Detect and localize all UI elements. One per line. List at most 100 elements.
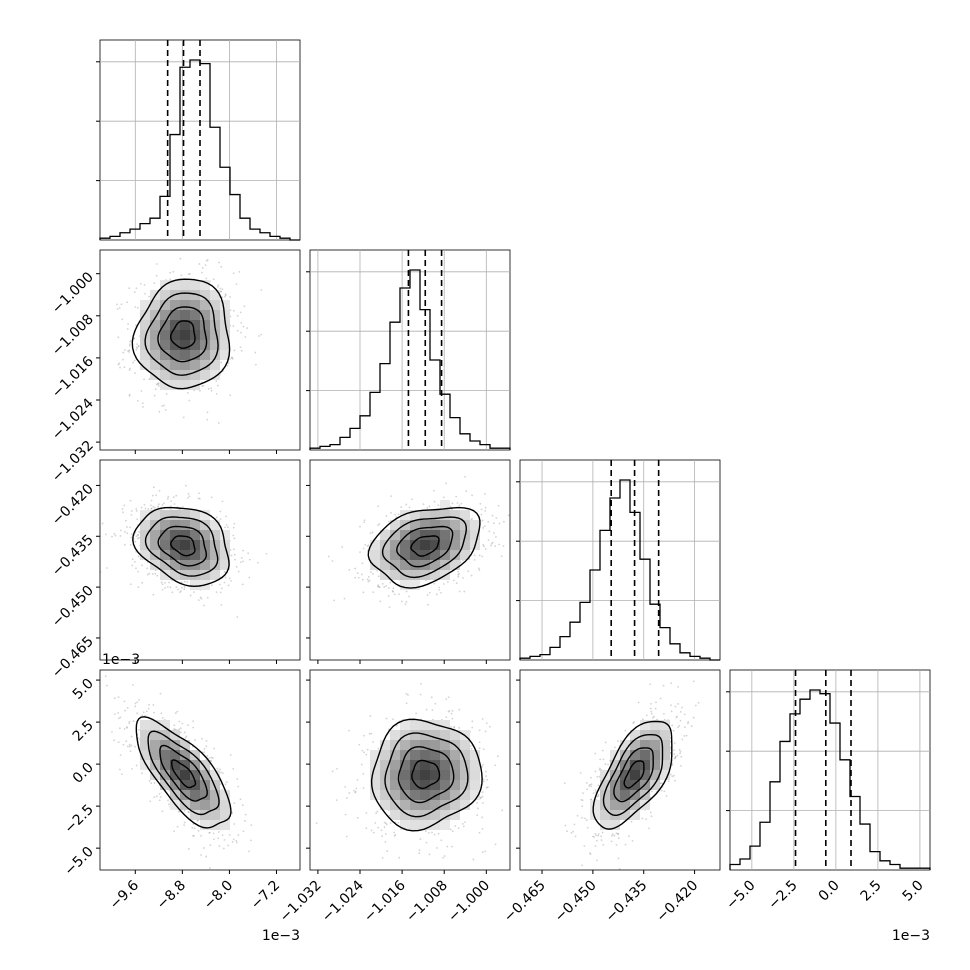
scatter-point xyxy=(239,311,242,314)
scatter-point xyxy=(221,500,224,503)
scatter-point xyxy=(484,510,487,512)
density-cell xyxy=(140,530,150,540)
pair-panel-1-2 xyxy=(306,459,511,664)
scatter-point xyxy=(160,508,163,511)
scatter-point xyxy=(498,522,501,525)
scatter-point xyxy=(411,498,413,501)
scatter-point xyxy=(513,753,515,755)
scatter-point xyxy=(361,749,364,752)
scatter-point xyxy=(177,588,179,591)
density-cell xyxy=(440,730,450,740)
scatter-point xyxy=(440,839,443,842)
scatter-point xyxy=(377,747,380,750)
density-cell xyxy=(140,520,150,530)
density-cell xyxy=(430,820,440,830)
scatter-point xyxy=(113,697,116,700)
scatter-point xyxy=(482,527,485,529)
scatter-point xyxy=(419,693,422,696)
scatter-point xyxy=(366,578,369,581)
scatter-point xyxy=(206,596,209,599)
scatter-point xyxy=(137,586,140,589)
density-cell xyxy=(210,310,220,320)
scatter-point xyxy=(464,475,467,478)
density-cell xyxy=(190,320,200,330)
density-cell xyxy=(450,560,460,570)
density-cell xyxy=(450,520,460,530)
density-cell xyxy=(420,540,430,550)
scatter-point xyxy=(229,309,232,312)
density-cell xyxy=(170,340,180,350)
density-cell xyxy=(200,560,210,570)
scatter-point xyxy=(228,834,231,836)
contour-line xyxy=(370,718,483,832)
density-cell xyxy=(200,290,210,300)
scatter-point xyxy=(388,587,390,589)
density-cell xyxy=(220,330,230,340)
scatter-point xyxy=(220,603,223,606)
scatter-point xyxy=(393,834,396,837)
density-cell xyxy=(190,570,200,580)
scatter-point xyxy=(127,350,129,352)
scatter-point xyxy=(130,735,133,738)
density-cell xyxy=(390,730,400,740)
density-cell xyxy=(170,370,180,380)
scatter-point xyxy=(202,847,205,849)
scatter-point xyxy=(452,579,455,582)
density-cell xyxy=(470,750,480,760)
scatter-point xyxy=(484,850,487,853)
density-cell xyxy=(150,510,160,520)
scatter-point xyxy=(384,833,387,835)
density-cell xyxy=(200,790,210,800)
scatter-point xyxy=(113,713,116,716)
scatter-point xyxy=(114,534,117,537)
scatter-point xyxy=(486,778,488,781)
scatter-point xyxy=(204,264,207,267)
scatter-point xyxy=(136,518,139,521)
scatter-point xyxy=(224,526,226,529)
scatter-point xyxy=(383,821,386,824)
scatter-point xyxy=(124,530,126,533)
scatter-point xyxy=(210,584,213,587)
scatter-point xyxy=(131,558,134,561)
scatter-point xyxy=(390,511,392,514)
scatter-point xyxy=(233,537,236,540)
scatter-point xyxy=(383,586,386,588)
density-cell xyxy=(190,280,200,290)
scatter-point xyxy=(433,500,436,503)
scatter-point xyxy=(458,708,461,711)
scatter-point xyxy=(201,271,203,274)
scatter-point xyxy=(405,601,408,603)
scatter-point xyxy=(141,402,144,405)
scatter-point xyxy=(128,745,131,748)
scatter-point xyxy=(151,573,154,575)
scatter-point xyxy=(178,720,181,723)
scatter-point xyxy=(385,515,388,517)
contour-line xyxy=(157,306,208,363)
scatter-point xyxy=(507,514,510,517)
scatter-point xyxy=(237,834,240,836)
scatter-point xyxy=(136,712,139,715)
scatter-point xyxy=(368,732,371,735)
scatter-point xyxy=(156,574,159,577)
scatter-point xyxy=(175,494,178,497)
scatter-point xyxy=(126,328,129,330)
scatter-point xyxy=(134,560,136,563)
scatter-point xyxy=(254,363,257,366)
density-cell xyxy=(160,520,170,530)
scatter-point xyxy=(481,717,484,720)
scatter-point xyxy=(181,722,184,725)
scatter-point xyxy=(130,744,133,747)
scatter-point xyxy=(419,838,422,840)
density-cell xyxy=(400,800,410,810)
scatter-point xyxy=(484,548,487,550)
density-cell xyxy=(420,750,430,760)
density-cell xyxy=(190,750,200,760)
scatter-point xyxy=(104,675,107,678)
scatter-point xyxy=(215,392,218,395)
scatter-point xyxy=(400,600,403,603)
scatter-point xyxy=(430,696,433,699)
density-cell xyxy=(200,550,210,560)
scatter-point xyxy=(232,309,235,312)
scatter-point xyxy=(136,347,139,350)
pair-panel-0-2 xyxy=(96,459,301,664)
